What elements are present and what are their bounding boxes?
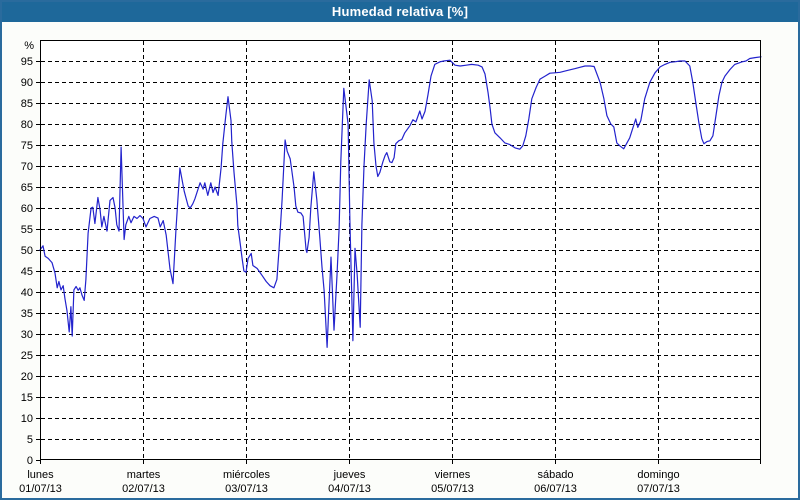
x-day-date-label: 01/07/13 xyxy=(19,483,62,495)
y-tick-label: 25 xyxy=(21,350,33,362)
y-tick-label: 55 xyxy=(21,224,33,236)
x-day-date-label: 07/07/13 xyxy=(637,483,680,495)
y-tick-label: 45 xyxy=(21,266,33,278)
x-day-name-label: domingo xyxy=(637,469,679,481)
y-tick-label: 30 xyxy=(21,329,33,341)
y-tick-label: 65 xyxy=(21,182,33,194)
y-tick-label: 40 xyxy=(21,287,33,299)
y-tick-label: 20 xyxy=(21,371,33,383)
x-day-date-label: 03/07/13 xyxy=(225,483,268,495)
y-tick-label: 0 xyxy=(27,455,33,467)
y-tick-label: 60 xyxy=(21,203,33,215)
y-tick-label: 75 xyxy=(21,140,33,152)
y-tick-label: 35 xyxy=(21,308,33,320)
y-tick-label: 80 xyxy=(21,119,33,131)
x-day-name-label: viernes xyxy=(435,469,471,481)
y-tick-label: 50 xyxy=(21,245,33,257)
x-day-name-label: jueves xyxy=(333,469,366,481)
humidity-series-line xyxy=(39,56,762,348)
x-day-name-label: martes xyxy=(127,469,161,481)
y-axis-unit-label: % xyxy=(24,40,34,52)
y-tick-label: 85 xyxy=(21,98,33,110)
chart-title: Humedad relativa [%] xyxy=(331,3,469,19)
x-day-name-label: sábado xyxy=(537,469,573,481)
y-tick-label: 95 xyxy=(21,56,33,68)
x-day-name-label: miércoles xyxy=(223,469,271,481)
x-day-date-label: 06/07/13 xyxy=(534,483,577,495)
plot-border xyxy=(40,40,761,460)
y-tick-label: 90 xyxy=(21,77,33,89)
y-tick-label: 5 xyxy=(27,434,33,446)
y-tick-label: 15 xyxy=(21,392,33,404)
x-day-date-label: 04/07/13 xyxy=(328,483,371,495)
x-day-date-label: 02/07/13 xyxy=(122,483,165,495)
chart-title-bar: Humedad relativa [%] xyxy=(0,0,800,22)
y-tick-label: 10 xyxy=(21,413,33,425)
y-tick-label: 70 xyxy=(21,161,33,173)
x-day-date-label: 05/07/13 xyxy=(431,483,474,495)
x-day-name-label: lunes xyxy=(27,469,54,481)
